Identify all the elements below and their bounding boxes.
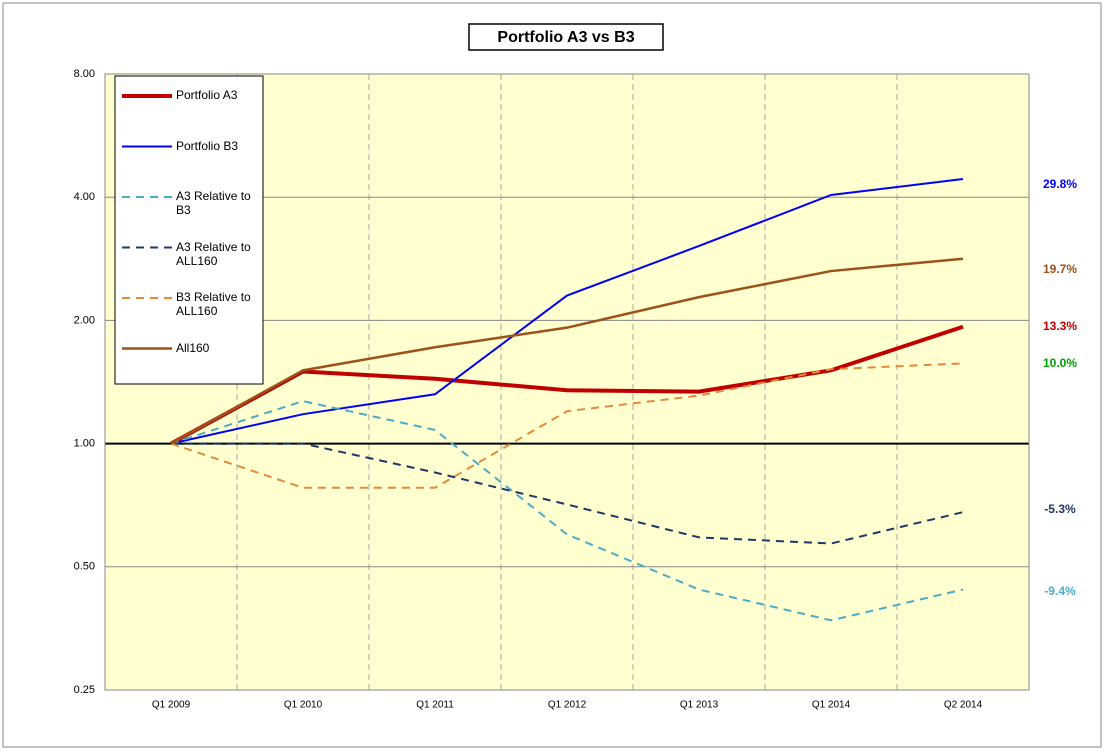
legend	[114, 75, 264, 385]
y-tick-label: 4.00	[74, 191, 95, 203]
series-line	[170, 178, 964, 445]
y-tick-label: 0.50	[74, 561, 95, 573]
legend-label: A3 Relative to B3	[176, 189, 251, 217]
y-tick-label: 2.00	[74, 314, 95, 326]
end-annotation: 13.3%	[1043, 319, 1077, 333]
end-annotation: 10.0%	[1043, 356, 1077, 370]
x-tick-label: Q1 2009	[152, 700, 191, 711]
end-annotation: 29.8%	[1043, 177, 1077, 191]
y-tick-label: 1.00	[74, 438, 95, 450]
y-tick-label: 0.25	[74, 684, 95, 696]
x-tick-label: Q1 2012	[548, 700, 587, 711]
series-line	[171, 442, 964, 545]
chart-title: Portfolio A3 vs B3	[497, 29, 634, 46]
legend-label: B3 Relative to ALL160	[176, 290, 251, 318]
x-tick-label: Q1 2011	[416, 700, 454, 711]
x-tick-label: Q2 2014	[944, 700, 983, 711]
x-tick-label: Q1 2010	[284, 700, 323, 711]
series-line	[170, 257, 964, 445]
end-annotation: -9.4%	[1044, 584, 1076, 598]
x-tick-label: Q1 2013	[680, 700, 719, 711]
end-annotation: 19.7%	[1043, 262, 1077, 276]
plot-border	[104, 73, 1030, 691]
y-tick-label: 8.00	[74, 68, 95, 80]
series-line	[170, 362, 964, 489]
legend-entry: Portfolio A3	[176, 88, 238, 102]
legend-label: All160	[176, 340, 210, 355]
x-tick-label: Q1 2014	[812, 700, 851, 711]
legend-label: A3 Relative to ALL160	[176, 239, 251, 268]
legend-entry: A3 Relative to B3	[176, 189, 251, 217]
legend-entry: All160	[176, 340, 210, 355]
title-box	[468, 23, 664, 51]
legend-entry: B3 Relative to ALL160	[176, 290, 251, 318]
legend-entry: A3 Relative to ALL160	[176, 239, 251, 268]
end-annotation: -5.3%	[1044, 502, 1076, 516]
legend-label: Portfolio A3	[176, 88, 238, 102]
series-line	[170, 400, 964, 622]
legend-label: Portfolio B3	[176, 138, 239, 153]
legend-entry: Portfolio B3	[176, 138, 239, 153]
